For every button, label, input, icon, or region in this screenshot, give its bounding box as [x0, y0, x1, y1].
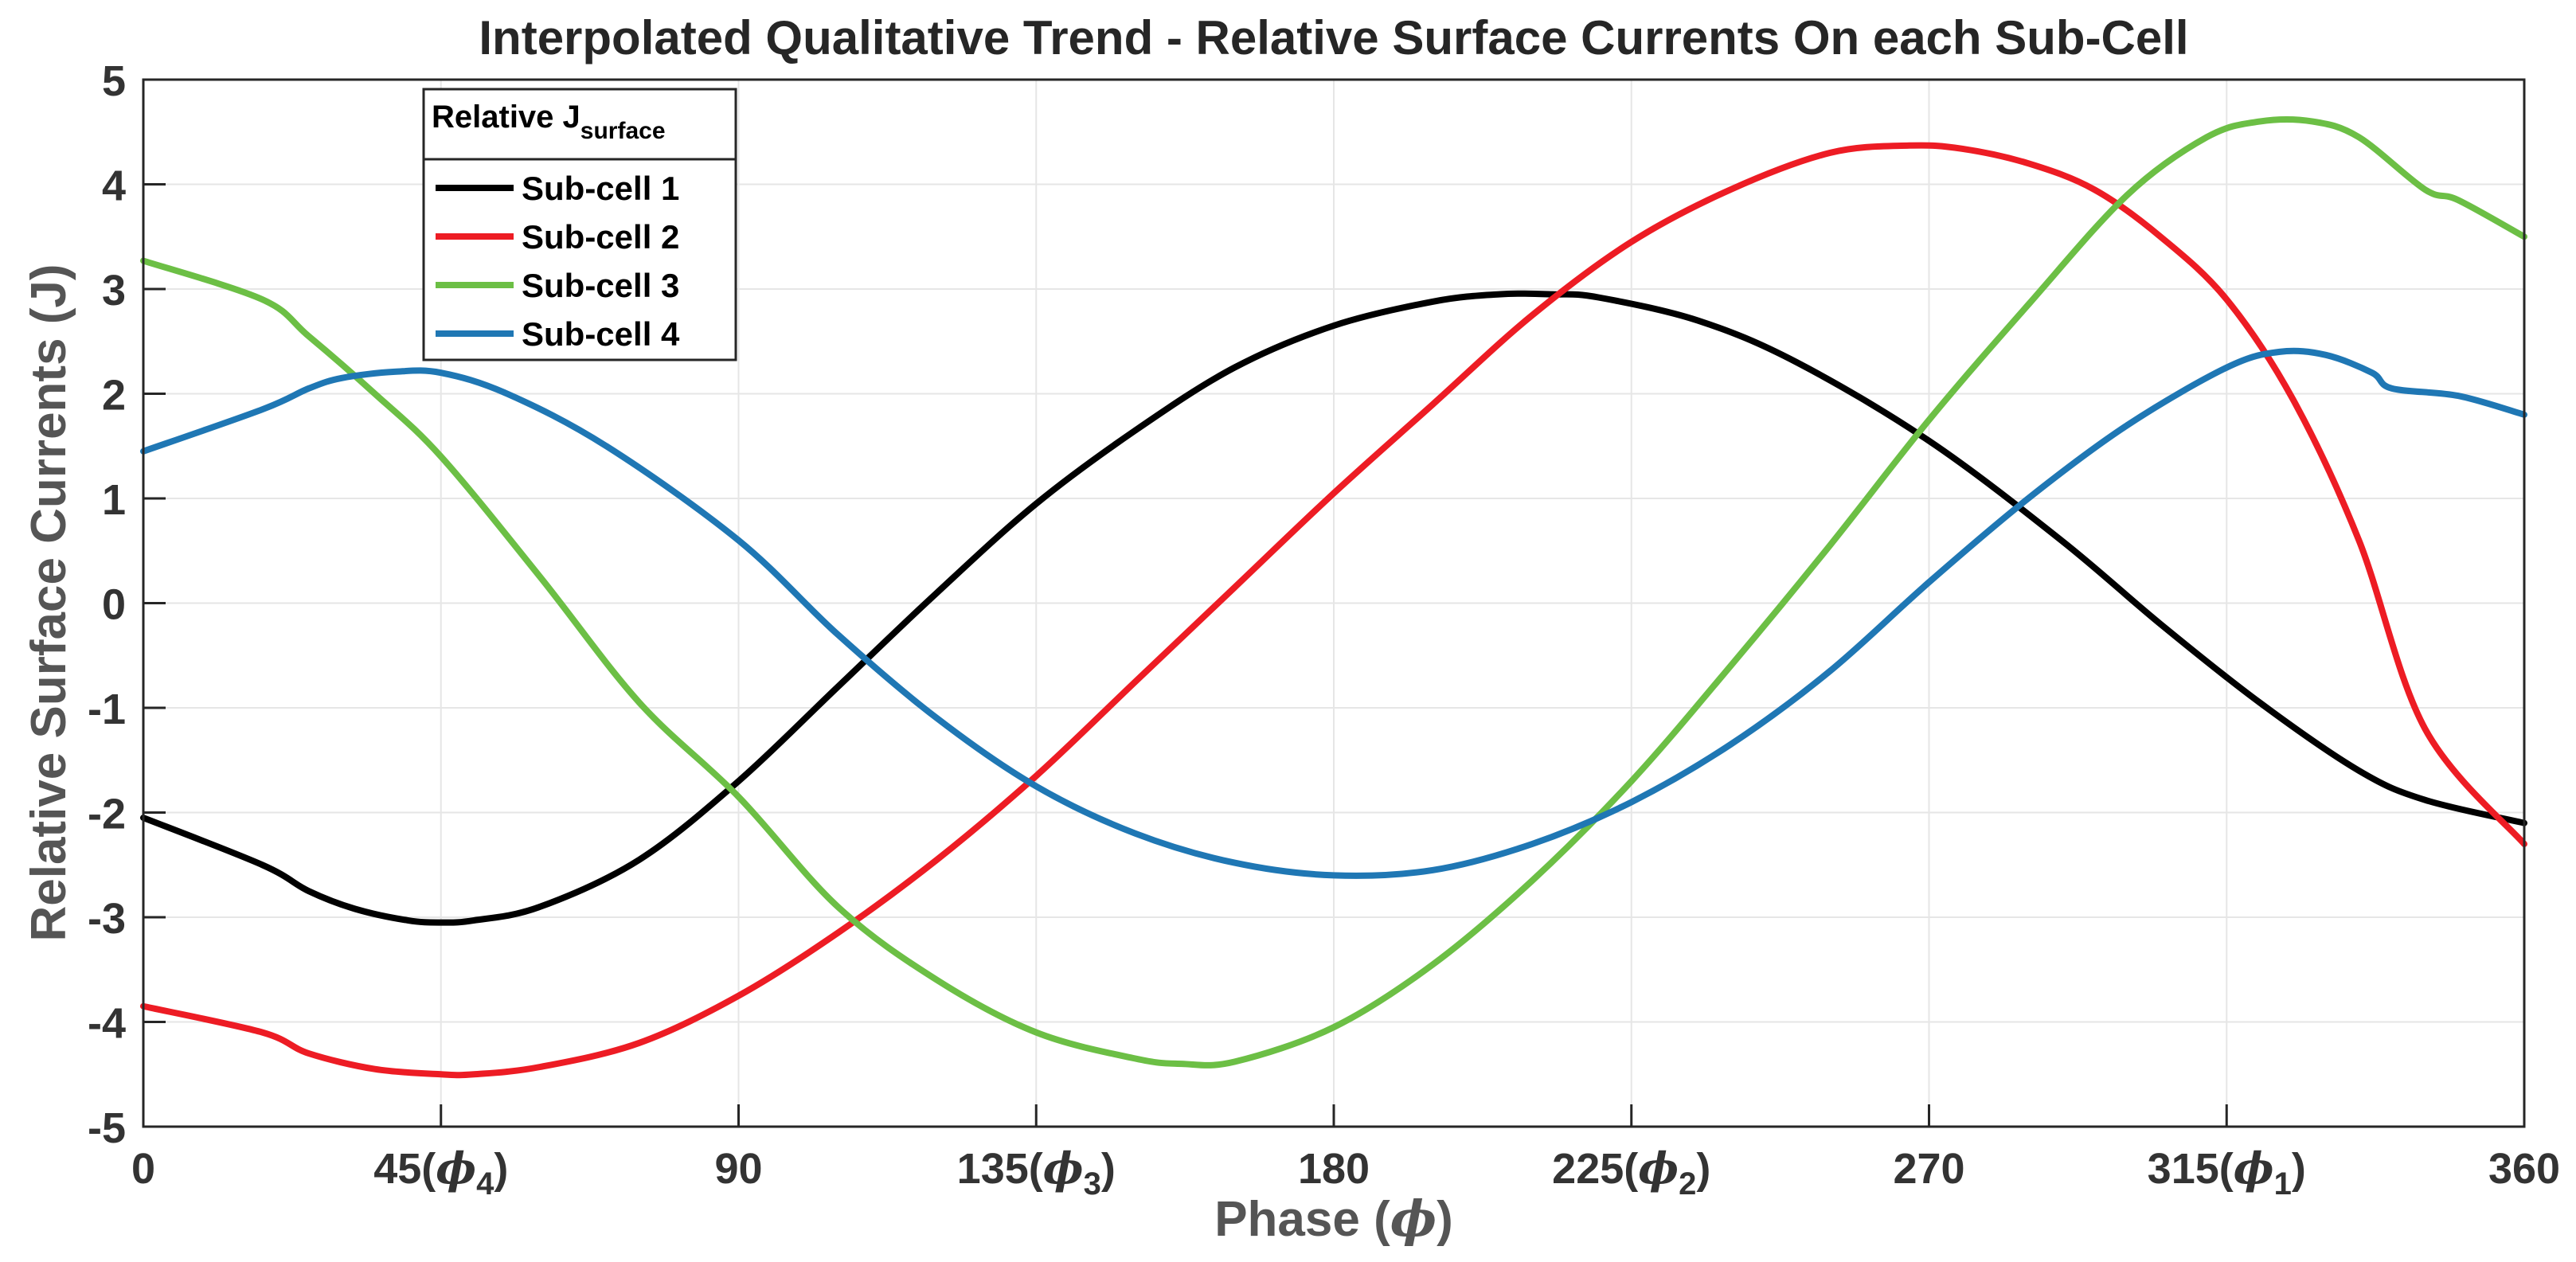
x-tick-label: 180 [1298, 1145, 1370, 1193]
series-line-sub-cell-4 [140, 347, 2527, 879]
legend-box [422, 88, 737, 361]
x-tick-label: 225(ϕ2) [1552, 1143, 1710, 1201]
grid-lines [143, 79, 2525, 1127]
y-tick-label: -1 [88, 686, 126, 733]
y-axis-label: Relative Surface Currents (J) [21, 264, 76, 941]
legend-title-subscript: surface [580, 118, 666, 144]
x-tick-label: 360 [2488, 1145, 2560, 1193]
y-tick-label: 4 [102, 162, 126, 210]
series-line-sub-cell-3 [140, 116, 2527, 1069]
legend-label-sub-cell-3: Sub-cell 3 [522, 267, 679, 304]
y-tick-label: 5 [102, 57, 126, 105]
series-lines [140, 116, 2527, 1079]
x-axis-label-text: Phase [1214, 1192, 1360, 1247]
chart-title: Interpolated Qualitative Trend - Relativ… [479, 11, 2188, 64]
x-tick-labels: 0 45(ϕ4) 90 135(ϕ3) 180 225(ϕ2) 270 315(ϕ1) 360 [131, 1104, 2560, 1201]
series-line-sub-cell-2 [140, 142, 2527, 1079]
legend-label-sub-cell-1: Sub-cell 1 [522, 170, 679, 207]
legend-title-text: Relative J [432, 100, 580, 135]
x-tick-label: 315(ϕ1) [2148, 1143, 2306, 1201]
legend-title: Relative Jsurface [432, 100, 666, 144]
y-tick-labels: 5 4 3 2 1 0 -1 -2 -3 -4 -5 [88, 57, 166, 1152]
y-tick-label: -4 [88, 1000, 126, 1048]
x-tick-label: 45(ϕ4) [373, 1143, 508, 1201]
series-line-sub-cell-1 [140, 290, 2527, 926]
x-axis-label-symbol: ϕ [1390, 1190, 1437, 1248]
legend-items: Sub-cell 1 Sub-cell 2 Sub-cell 3 Sub-cell 4 [436, 170, 680, 353]
y-tick-label: 0 [102, 581, 126, 629]
y-tick-label: -5 [88, 1104, 126, 1152]
y-tick-label: 1 [102, 476, 126, 524]
x-tick-label: 0 [131, 1145, 155, 1193]
x-tick-label: 90 [714, 1145, 762, 1193]
x-axis-label: Phase (ϕ) [1214, 1190, 1453, 1248]
y-tick-label: 2 [102, 372, 126, 420]
y-tick-label: -2 [88, 791, 126, 838]
legend-label-sub-cell-2: Sub-cell 2 [522, 218, 679, 256]
y-tick-label: -3 [88, 895, 126, 943]
legend-label-sub-cell-4: Sub-cell 4 [522, 315, 680, 353]
x-tick-label: 270 [1893, 1145, 1964, 1193]
x-tick-label: 135(ϕ3) [957, 1143, 1116, 1201]
y-tick-label: 3 [102, 267, 126, 315]
